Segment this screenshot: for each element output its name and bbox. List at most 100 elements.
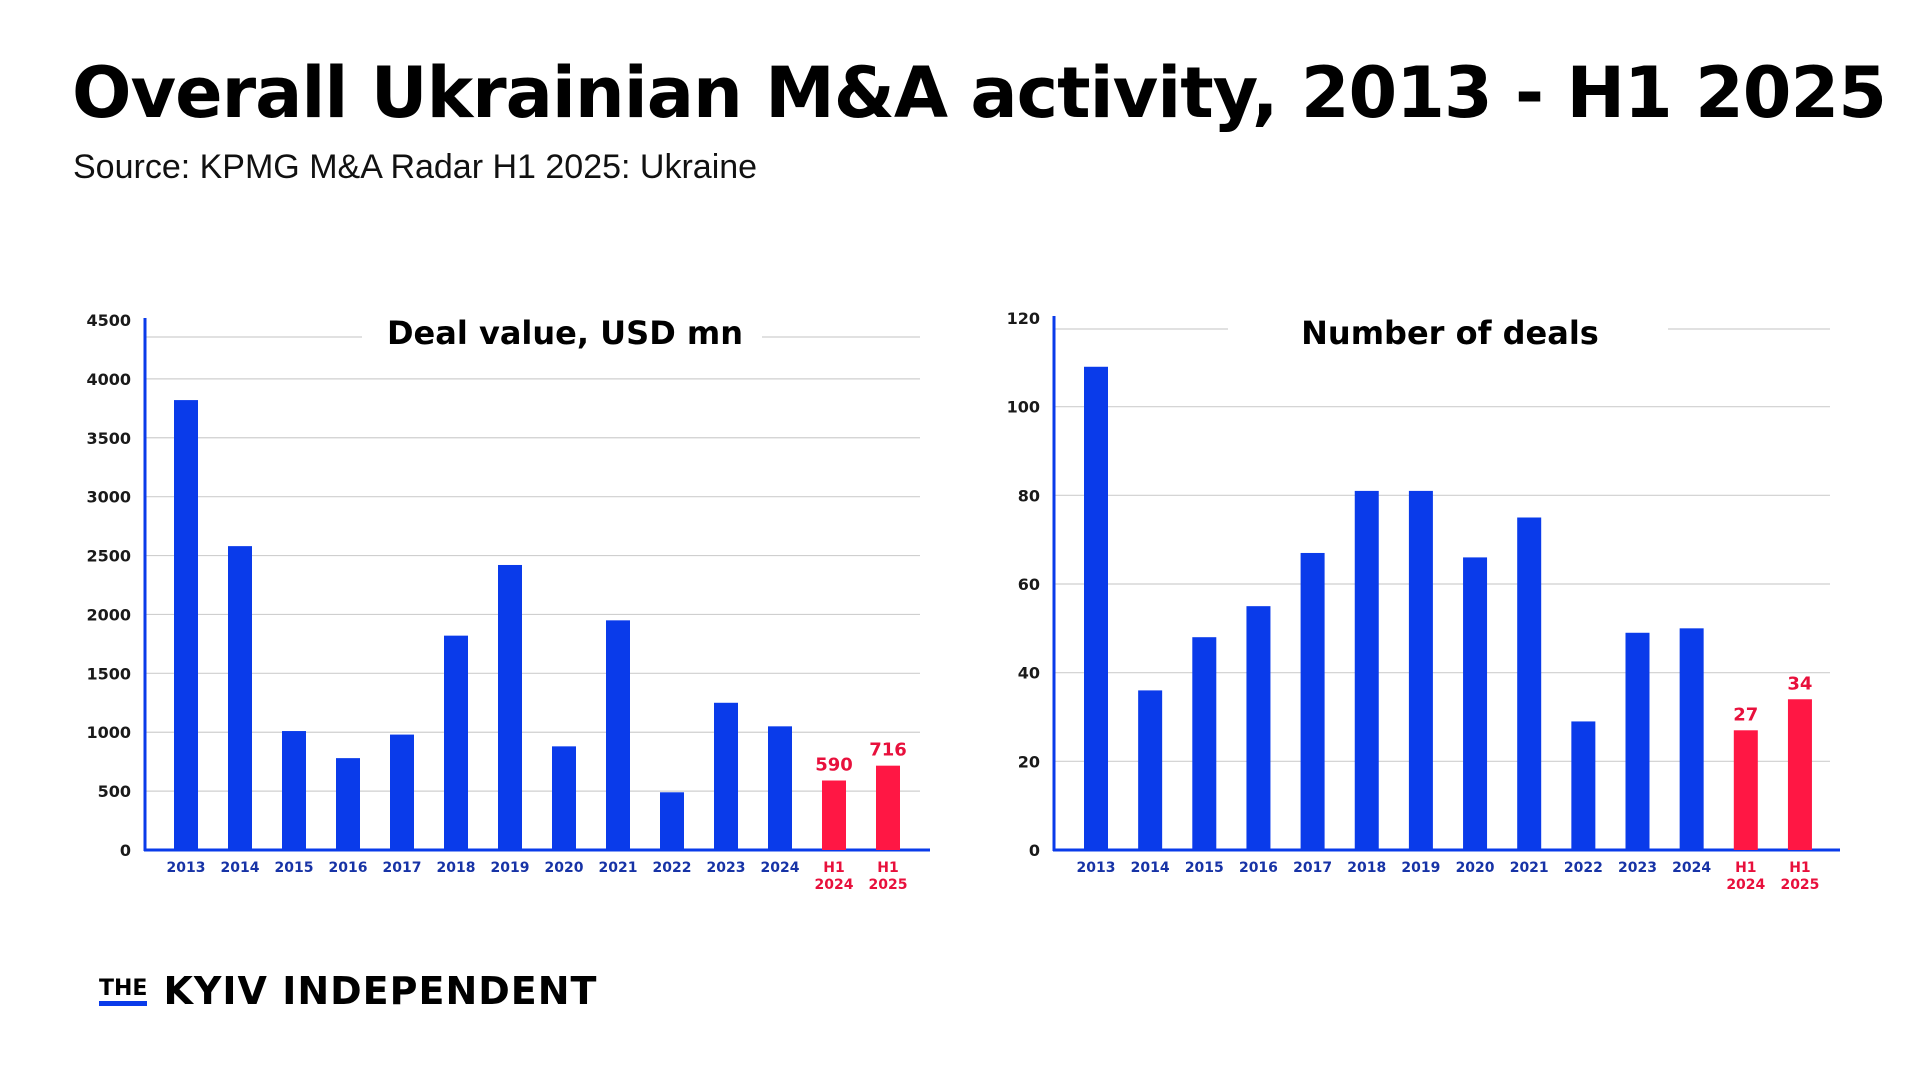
bar [1733,730,1758,850]
x-tick-label: 2018 [1347,860,1386,876]
x-tick-label-line: 2024 [1726,877,1765,893]
x-tick-label: 2017 [1293,860,1332,876]
chart-2: 0 20 40 60 80 100 120 Number of deals 2013 2014 20… [1007,309,1840,893]
x-tick-label-line: 2014 [1131,860,1170,876]
data-label: 27 [1733,704,1758,725]
y-tick-label: 20 [1018,752,1040,771]
x-tick-label-line: 2019 [1401,860,1440,876]
x-tick-label-line: 2018 [1347,860,1386,876]
y-tick-label: 120 [1007,309,1040,328]
y-tick-label: 40 [1018,664,1040,683]
x-tick-label-line: 2016 [1239,860,1278,876]
y-tick-label: 2500 [86,547,131,566]
bar [1408,490,1433,850]
chart-1: 0 500 1000 1500 2000 2500 3000 3500 4000 4500 Deal… [86,311,930,893]
y-tick-label: 80 [1018,486,1040,505]
x-tick-label-line: 2017 [383,860,422,876]
x-tick-label: 2016 [329,860,368,876]
x-tick-label: 2015 [1185,860,1224,876]
x-tick-label: 2022 [653,860,692,876]
x-tick-label: 2022 [1564,860,1603,876]
source-subtitle: Source: KPMG M&A Radar H1 2025: Ukraine [73,148,758,186]
y-tick-label: 0 [120,841,131,860]
x-tick-label: 2019 [491,860,530,876]
bar [1787,699,1812,850]
x-tick-label: 2013 [1077,860,1116,876]
y-tick-label: 60 [1018,575,1040,594]
x-tick-label-line: 2020 [545,860,584,876]
x-tick-label-line: 2021 [599,860,638,876]
bar [336,758,360,850]
x-tick-label: 2018 [437,860,476,876]
bar [552,746,576,850]
x-tick-label-line: 2025 [1780,877,1819,893]
y-tick-label: 2000 [86,605,131,624]
y-tick-label: 0 [1029,841,1040,860]
x-tick-label-line: 2019 [491,860,530,876]
bar [1192,637,1217,850]
x-tick-label-line: 2024 [761,860,800,876]
x-tick-label: 2024 [1672,860,1711,876]
y-tick-label: 1500 [86,664,131,683]
bar [282,731,306,850]
bar [768,726,792,850]
x-tick-label-line: 2013 [1077,860,1116,876]
bar [390,734,414,850]
page-title: Overall Ukrainian M&A activity, 2013 - H… [72,52,1887,134]
y-tick-label: 100 [1007,398,1040,417]
x-tick-label: 2013 [167,860,206,876]
x-tick-label-line: H1 [877,860,898,876]
bar [498,564,522,850]
x-tick-label-line: 2022 [1564,860,1603,876]
logo-the: THE [99,978,148,1006]
x-tick-label-line: 2018 [437,860,476,876]
bar [822,780,846,850]
x-tick-label-line: 2016 [329,860,368,876]
x-tick-label-line: H1 [1789,860,1810,876]
x-tick-label: H1 2024 [815,860,854,893]
x-tick-label: H1 2025 [869,860,908,893]
bar [1354,490,1379,850]
x-tick-label: 2023 [1618,860,1657,876]
bar [1517,517,1542,850]
x-tick-label-line: 2021 [1510,860,1549,876]
chart-title: Number of deals [1301,314,1599,352]
data-label: 590 [815,755,853,776]
x-tick-label: 2024 [761,860,800,876]
y-tick-label: 3500 [86,429,131,448]
bar [174,400,198,850]
y-tick-label: 500 [98,782,131,801]
x-tick-label: 2017 [383,860,422,876]
x-tick-label-line: 2014 [221,860,260,876]
x-tick-label: 2023 [707,860,746,876]
x-tick-label: 2021 [1510,860,1549,876]
data-label: 716 [869,740,907,761]
x-tick-label: H1 2025 [1780,860,1819,893]
x-tick-label: 2019 [1401,860,1440,876]
x-tick-label-line: 2023 [707,860,746,876]
x-tick-label: 2015 [275,860,314,876]
bar [1084,366,1108,850]
y-tick-label: 3000 [86,488,131,507]
kyiv-independent-logo: THE KYIV INDEPENDENT [99,970,597,1012]
x-tick-label-line: 2013 [167,860,206,876]
x-tick-label-line: 2015 [1185,860,1224,876]
bar [1679,628,1704,850]
bar [660,792,684,850]
x-tick-label: 2014 [1131,860,1170,876]
x-tick-label-line: 2017 [1293,860,1332,876]
x-tick-label-line: 2024 [815,877,854,893]
data-label: 34 [1787,673,1812,694]
x-tick-label: H1 2024 [1726,860,1765,893]
bar [1571,721,1596,850]
bar [606,620,630,850]
x-tick-label: 2016 [1239,860,1278,876]
bar [228,546,252,850]
x-tick-label: 2014 [221,860,260,876]
bar [876,765,900,850]
y-tick-label: 4000 [86,370,131,389]
y-tick-label: 4500 [86,311,131,330]
x-tick-label-line: 2020 [1456,860,1495,876]
bar [1300,552,1325,850]
